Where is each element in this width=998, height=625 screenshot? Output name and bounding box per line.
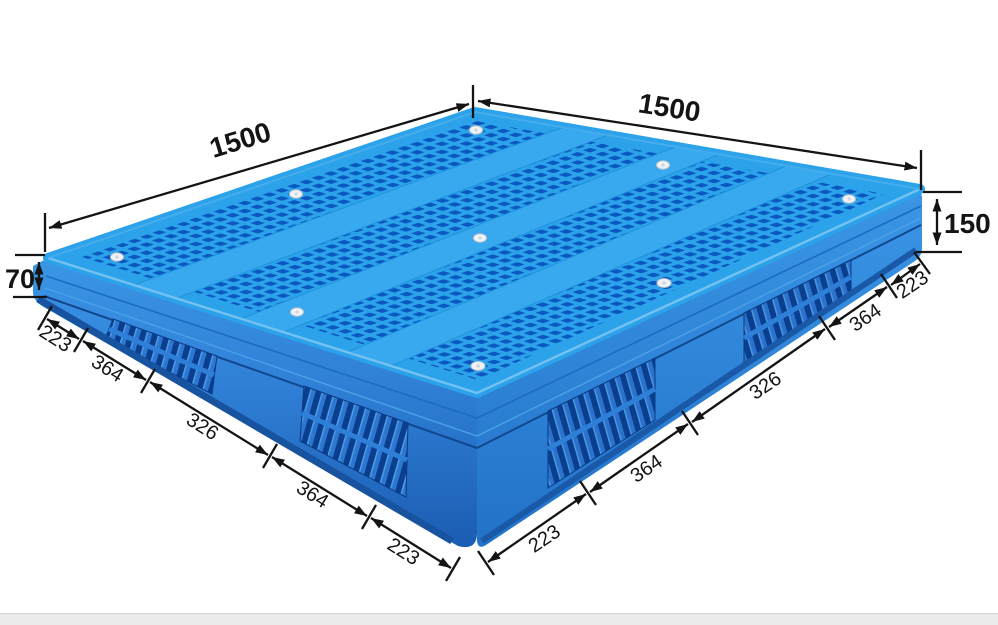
dim-overall-height: 150 xyxy=(916,190,991,254)
footer-bar-fill xyxy=(0,614,998,625)
dimension-arrow-line xyxy=(691,328,826,423)
dimension-arrow-line xyxy=(48,102,470,230)
dimension-arrow-line xyxy=(271,456,368,517)
vent-crossbar xyxy=(107,326,216,378)
dim-extension-tick xyxy=(913,251,931,275)
dim-extension-tick xyxy=(361,504,377,530)
footer-bar-border xyxy=(0,613,998,615)
dim-deck-thickness: 70 xyxy=(5,253,47,299)
deck-band-groove xyxy=(476,205,922,419)
vent-crossbar xyxy=(300,410,409,463)
dim-top-right-edge: 1500 xyxy=(477,87,923,190)
dimension-arrow-line xyxy=(149,381,269,456)
dim-extension-tick xyxy=(880,273,898,299)
footer-bar xyxy=(0,613,998,625)
dim-extension-tick xyxy=(140,368,156,394)
dim-extension-tick xyxy=(681,410,699,436)
dim-extension-tick xyxy=(37,305,53,331)
dim-extension-tick xyxy=(73,327,89,353)
dim-extension-tick xyxy=(477,550,495,576)
dim-extension-tick xyxy=(445,556,461,582)
deck-near-edge-highlight xyxy=(47,187,921,395)
dimension-arrow-line xyxy=(370,517,452,569)
dim-extension-tick xyxy=(818,315,836,341)
dimension-arrow-line xyxy=(828,286,888,328)
foot-vent-recess xyxy=(547,357,656,489)
dimension-arrow-line xyxy=(487,493,587,563)
deck-band-groove xyxy=(45,275,478,419)
dim-extension-tick xyxy=(579,480,597,506)
vent-crossbar xyxy=(546,386,657,452)
foot-vent-recess xyxy=(299,385,409,498)
deck-band-groove xyxy=(476,217,922,437)
dimension-arrow-line xyxy=(477,98,918,171)
dimension-arrow-line xyxy=(82,340,147,381)
dim-extension-tick xyxy=(262,443,278,469)
dim-label-thickness-70: 70 xyxy=(5,264,35,294)
dimension-arrow-line xyxy=(890,263,921,286)
dimension-arrow-line xyxy=(589,423,689,493)
dimension-arrow-line xyxy=(46,318,80,340)
dim-label-height-150: 150 xyxy=(944,208,991,239)
deck-band-groove xyxy=(44,287,478,437)
